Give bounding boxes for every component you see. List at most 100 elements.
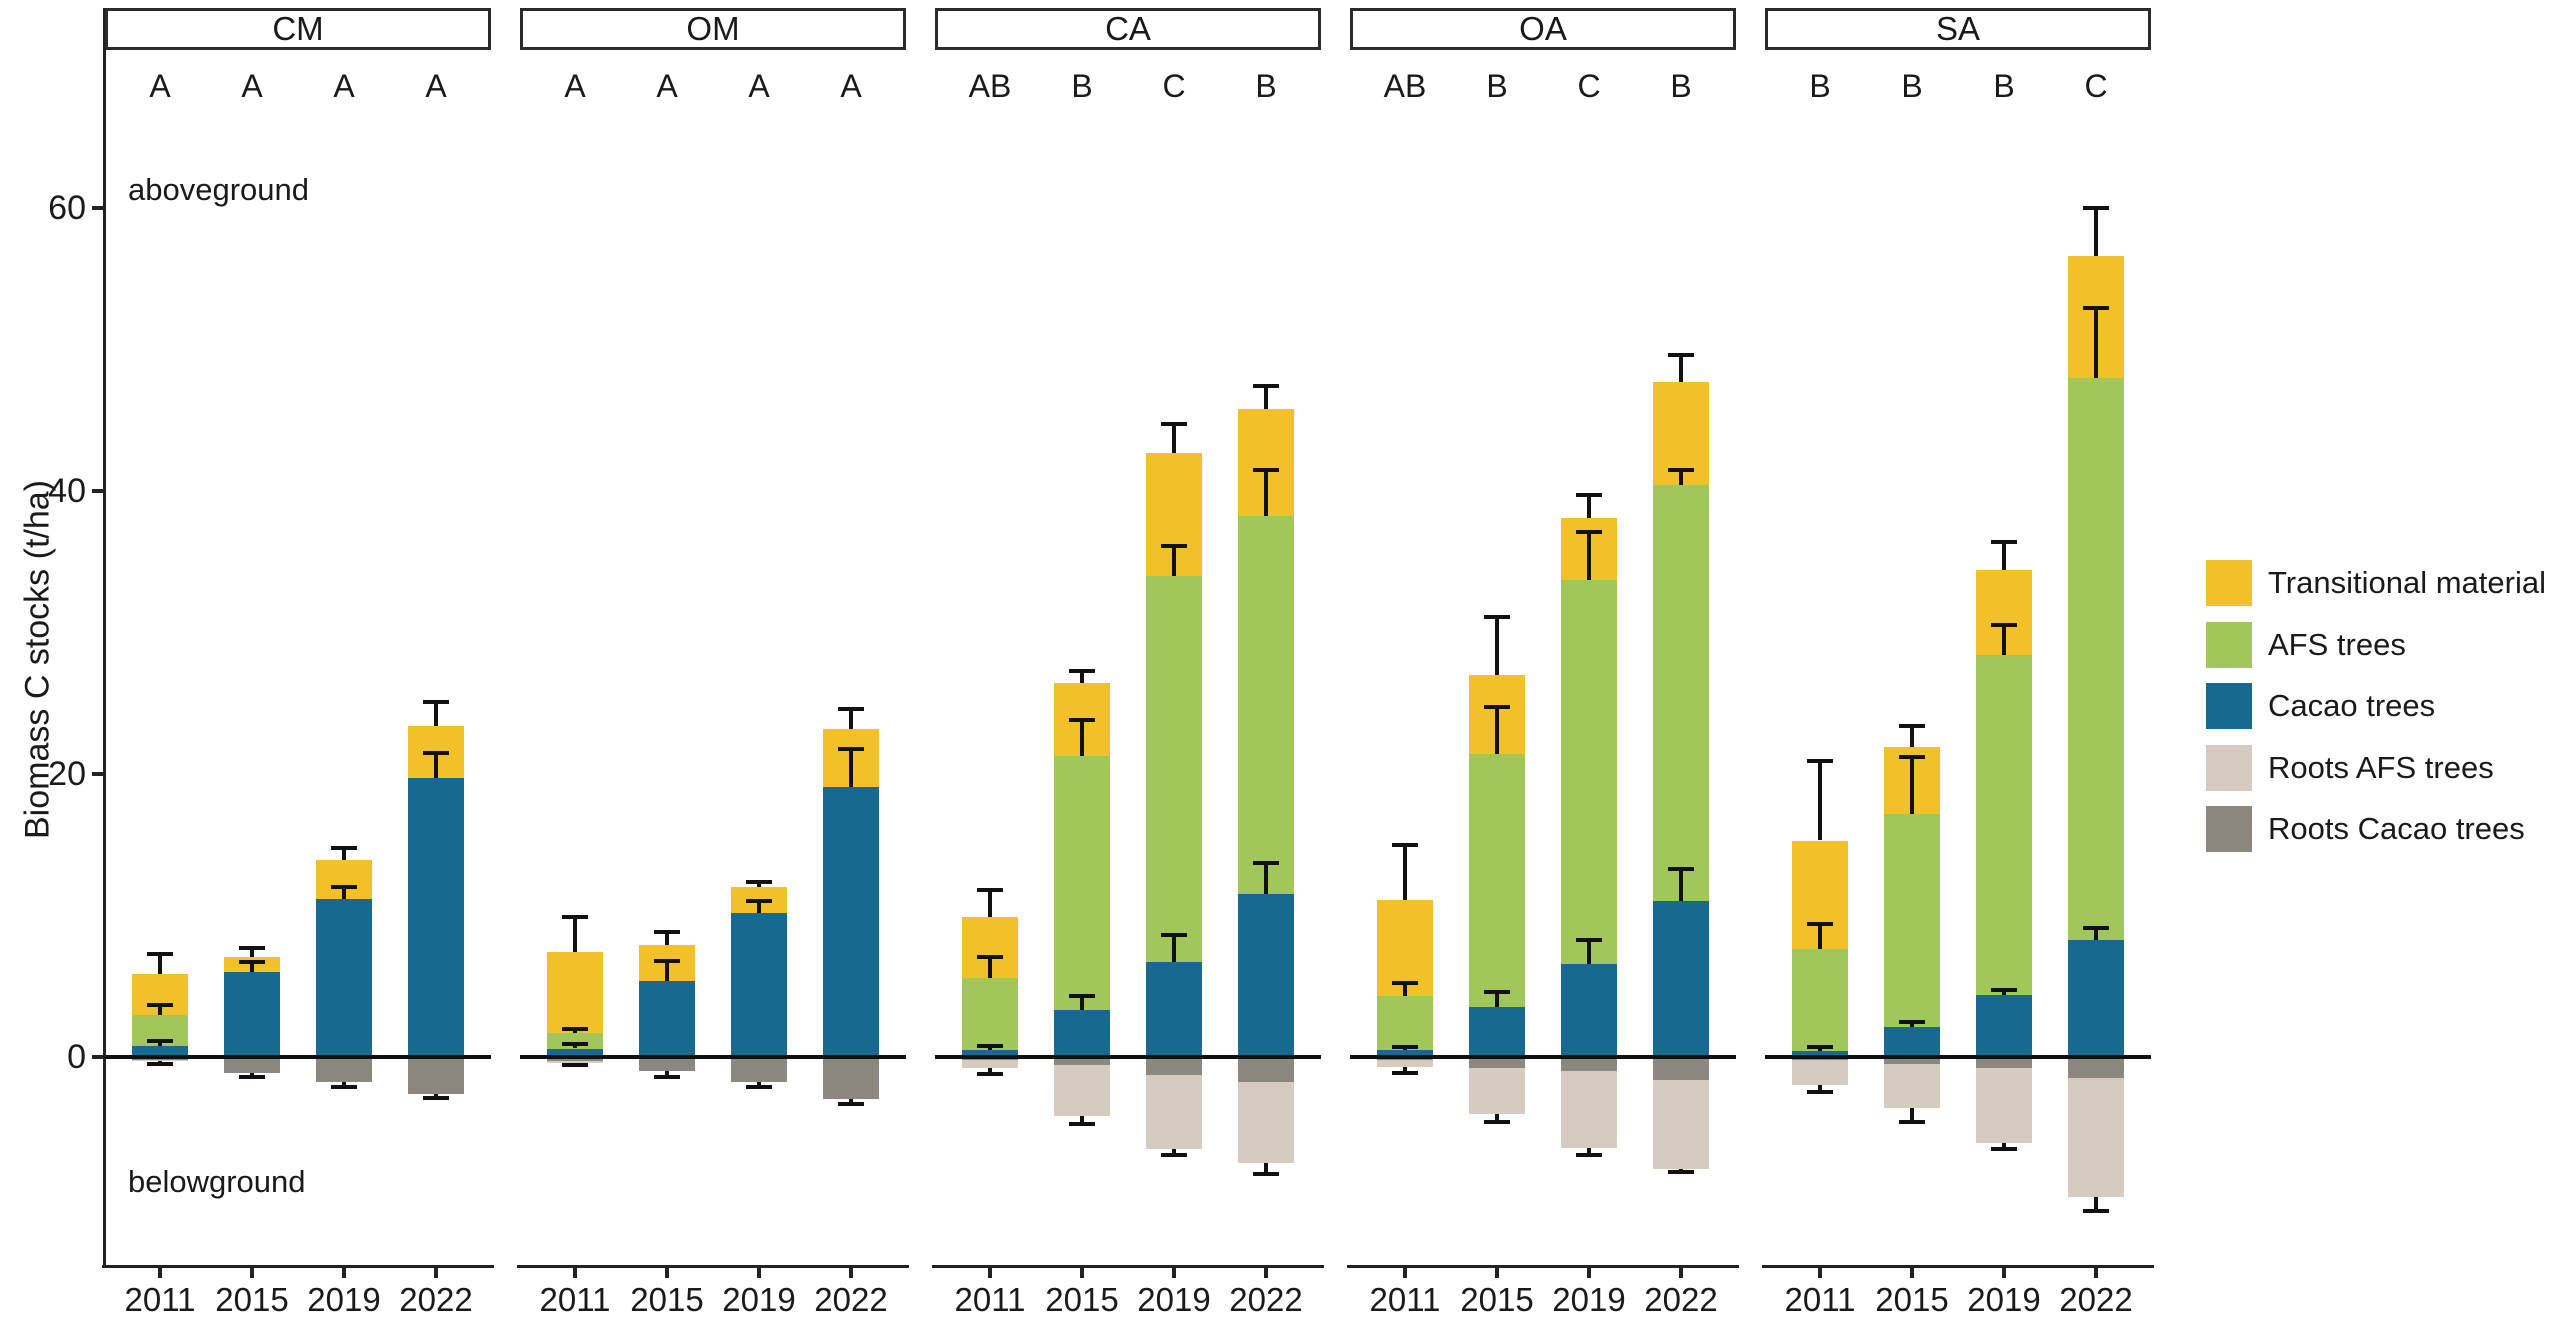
- zero-baseline: [935, 1055, 1321, 1059]
- x-axis-tick: [1495, 1268, 1499, 1278]
- error-bar-total: [342, 847, 346, 861]
- error-bar-total: [1679, 355, 1683, 383]
- error-cap-afs: [1807, 921, 1833, 926]
- error-bar-total: [250, 948, 254, 957]
- error-cap-total: [1668, 353, 1694, 358]
- error-cap-total: [147, 951, 173, 956]
- x-axis-tick: [1264, 1268, 1268, 1278]
- error-bar-roots: [434, 1093, 438, 1099]
- legend-label-3: Cacao trees: [2268, 688, 2436, 723]
- error-bar-cacao: [757, 901, 761, 913]
- error-cap-cacao: [654, 958, 680, 963]
- segment-roots_afs: [1653, 1079, 1709, 1169]
- error-bar-roots: [250, 1072, 254, 1077]
- error-cap-afs: [1576, 530, 1602, 535]
- segment-roots_cacao: [1146, 1057, 1202, 1076]
- error-cap-cacao: [2083, 926, 2109, 931]
- segment-roots_afs: [1238, 1082, 1294, 1164]
- error-bar-cacao: [1818, 1047, 1822, 1052]
- significance-letter: B: [1255, 68, 1277, 104]
- x-axis-tick: [988, 1268, 992, 1278]
- error-cap-total: [562, 914, 588, 919]
- significance-letter: AB: [968, 68, 1012, 104]
- x-tick-label-year: 2015: [1460, 1281, 1534, 1318]
- x-axis-tick: [1080, 1268, 1084, 1278]
- error-cap-cacao: [1484, 989, 1510, 994]
- segment-afs: [962, 977, 1018, 1050]
- y-axis-line: [103, 8, 106, 1268]
- y-axis-tick-label: 40: [48, 472, 86, 510]
- error-cap-total: [1807, 759, 1833, 764]
- error-bar-total: [757, 881, 761, 888]
- error-bar-roots: [849, 1099, 853, 1104]
- error-bar-total: [1910, 725, 1914, 748]
- error-cap-cacao: [562, 1042, 588, 1047]
- error-bar-afs: [1172, 546, 1176, 576]
- error-bar-cacao: [2094, 928, 2098, 940]
- error-cap-cacao: [746, 899, 772, 904]
- segment-cacao: [1146, 962, 1202, 1057]
- error-cap-afs: [1668, 467, 1694, 472]
- significance-letter: B: [1071, 68, 1093, 104]
- x-axis-tick: [2002, 1268, 2006, 1278]
- significance-letter: A: [425, 68, 447, 104]
- segment-cacao: [408, 778, 464, 1057]
- x-axis-tick: [434, 1268, 438, 1278]
- segment-roots_afs: [2068, 1078, 2124, 1198]
- error-cap-roots: [1392, 1070, 1418, 1075]
- x-axis-tick: [1679, 1268, 1683, 1278]
- error-cap-cacao: [1069, 994, 1095, 999]
- x-tick-label-year: 2011: [1784, 1281, 1856, 1318]
- y-axis-tick-label: 0: [67, 1038, 86, 1076]
- error-bar-total: [573, 916, 577, 953]
- segment-roots_afs: [547, 1061, 603, 1063]
- segment-trans: [547, 952, 603, 1033]
- error-bar-total: [849, 708, 853, 729]
- legend-swatch-4: [2206, 744, 2252, 791]
- error-cap-roots: [1899, 1120, 1925, 1125]
- error-bar-cacao: [1910, 1021, 1914, 1028]
- segment-cacao: [547, 1048, 603, 1057]
- error-cap-cacao: [239, 960, 265, 965]
- error-cap-roots: [838, 1101, 864, 1106]
- segment-cacao: [731, 912, 787, 1057]
- error-bar-roots: [665, 1071, 669, 1077]
- error-bar-total: [158, 953, 162, 974]
- x-axis-tick: [1910, 1268, 1914, 1278]
- facet-header-SA: SA: [1765, 8, 2151, 50]
- segment-roots_cacao: [408, 1057, 464, 1094]
- error-cap-cacao: [423, 750, 449, 755]
- error-bar-total: [1495, 616, 1499, 675]
- segment-roots_afs: [962, 1059, 1018, 1069]
- error-cap-cacao: [1161, 933, 1187, 938]
- segment-afs: [1976, 655, 2032, 995]
- significance-letter: A: [748, 68, 770, 104]
- x-axis-tick: [158, 1268, 162, 1278]
- error-bar-afs: [1495, 707, 1499, 755]
- error-cap-afs: [1253, 467, 1279, 472]
- segment-cacao: [224, 972, 280, 1057]
- significance-letter: A: [840, 68, 862, 104]
- x-axis-tick: [849, 1268, 853, 1278]
- segment-roots_afs: [1561, 1071, 1617, 1148]
- significance-letter: B: [1993, 68, 2015, 104]
- x-axis-tick: [1818, 1268, 1822, 1278]
- error-cap-roots: [654, 1074, 680, 1079]
- segment-afs: [1884, 813, 1940, 1028]
- error-bar-cacao: [2002, 990, 2006, 995]
- segment-roots_cacao: [731, 1057, 787, 1083]
- segment-roots_cacao: [224, 1057, 280, 1073]
- segment-roots_cacao: [316, 1057, 372, 1083]
- segment-afs: [1469, 754, 1525, 1008]
- error-cap-total: [1576, 493, 1602, 498]
- belowground-annotation: belowground: [128, 1164, 306, 1199]
- error-cap-total: [1069, 668, 1095, 673]
- error-bar-cacao: [1495, 991, 1499, 1008]
- significance-letter: A: [656, 68, 678, 104]
- facet-header-CM: CM: [105, 8, 491, 50]
- error-cap-roots: [2083, 1209, 2109, 1214]
- x-tick-label-year: 2015: [630, 1281, 704, 1318]
- segment-cacao: [1054, 1010, 1110, 1057]
- error-bar-cacao: [250, 962, 254, 973]
- segment-roots_cacao: [639, 1057, 695, 1072]
